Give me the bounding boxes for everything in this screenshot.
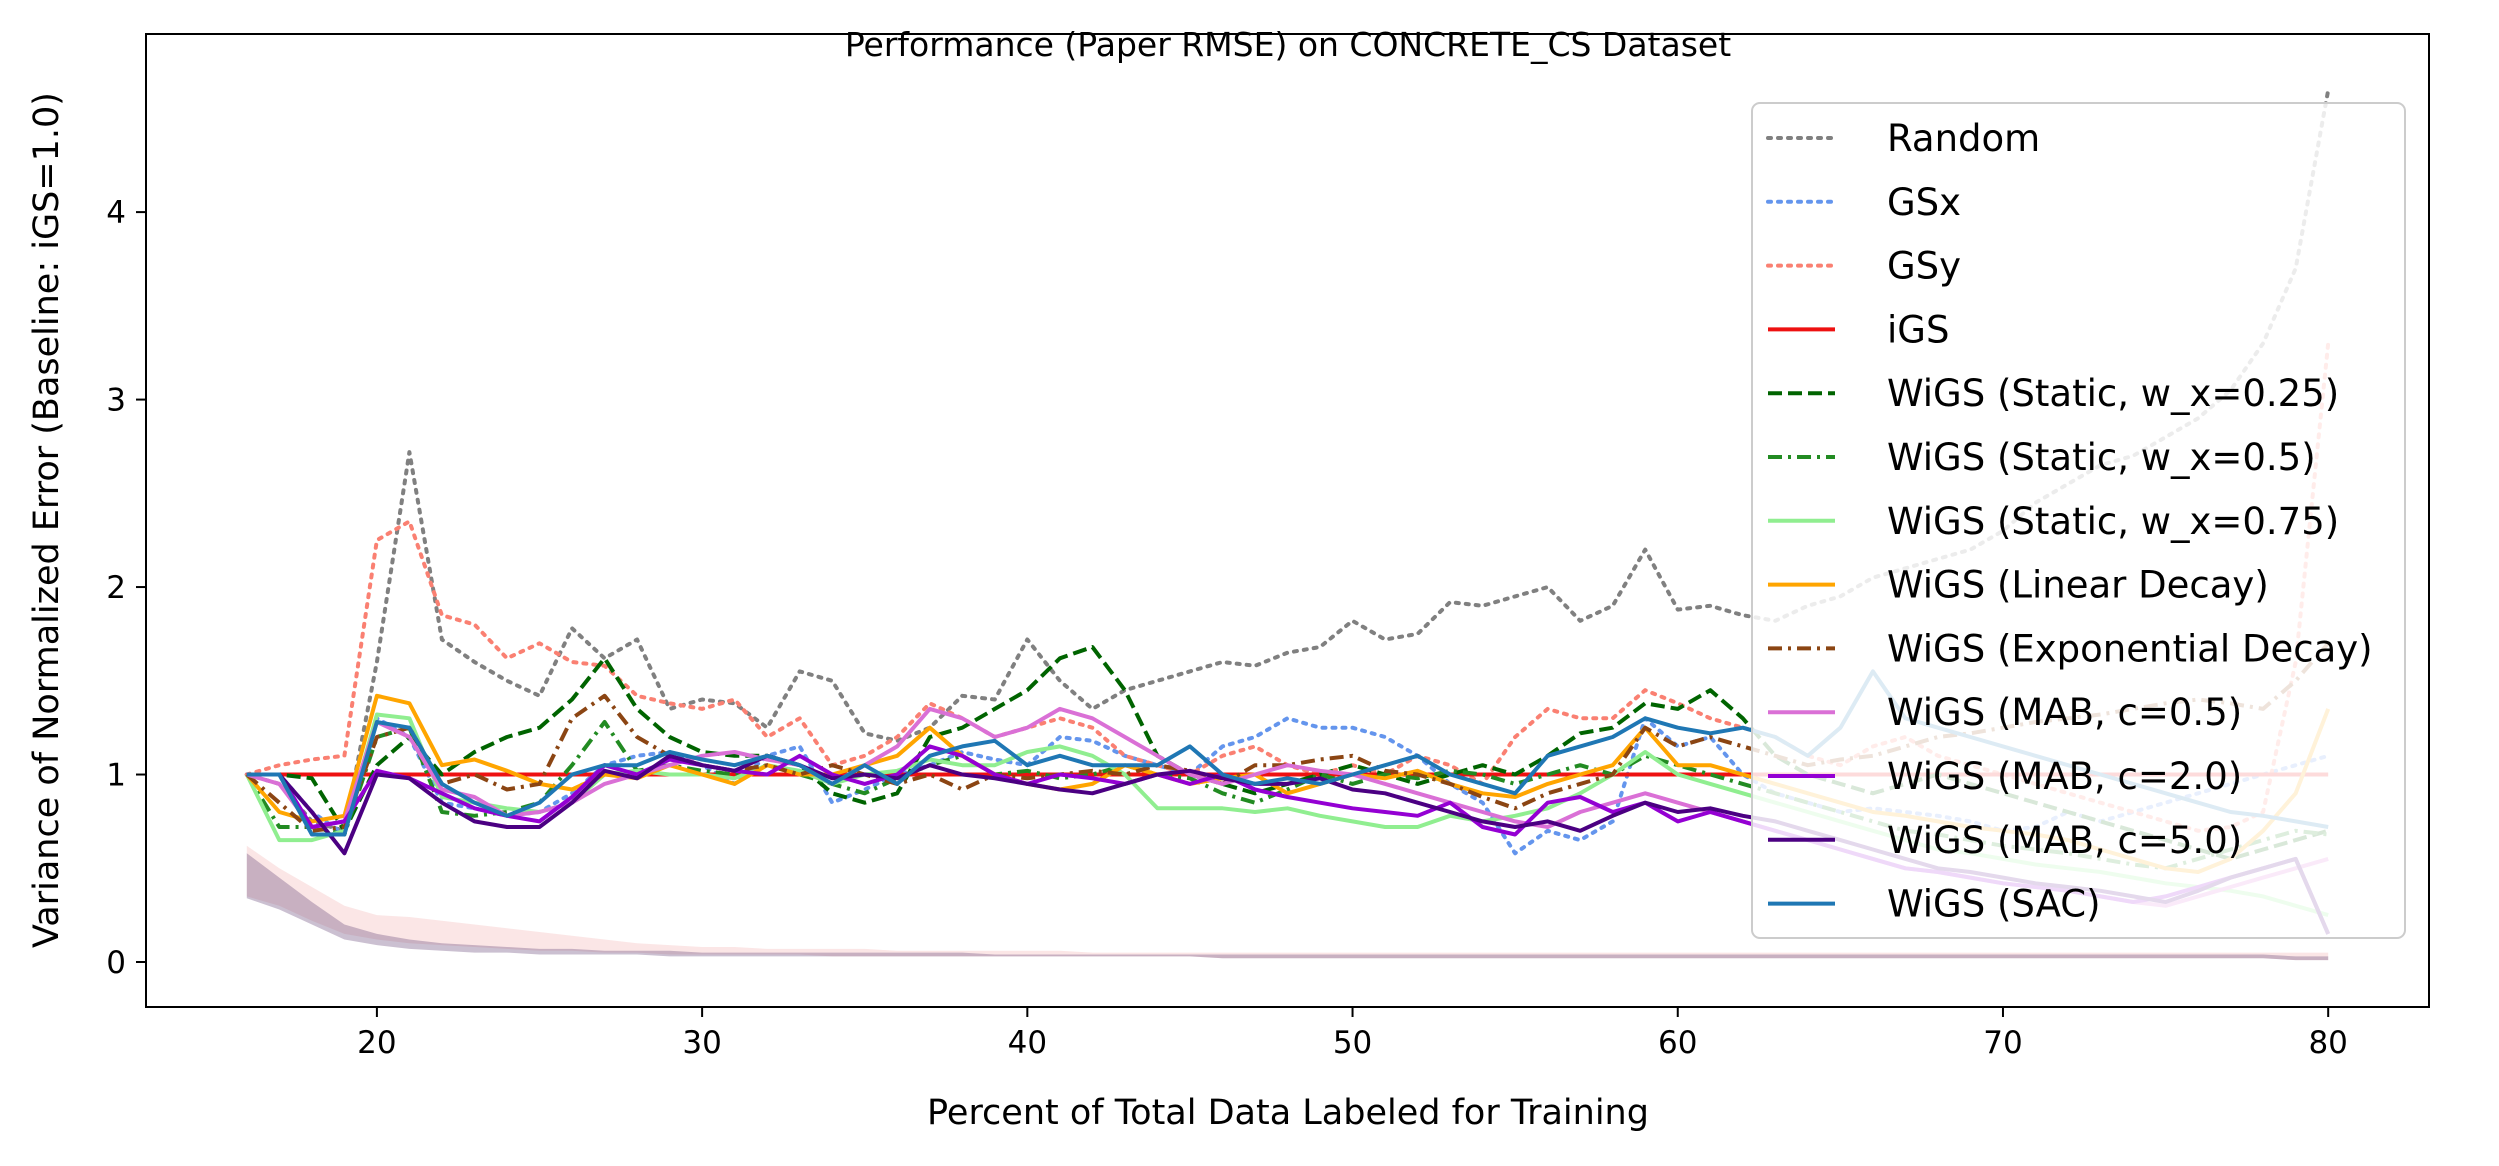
x-tick-label: 80 [2308, 1025, 2347, 1061]
legend-label: WiGS (MAB, c=5.0) [1887, 819, 2242, 862]
y-tick-label: 3 [106, 383, 126, 419]
legend-item-wigs-mab-c-5-0: WiGS (MAB, c=5.0) [1768, 819, 2242, 862]
legend-item-random: Random [1766, 117, 2040, 160]
legend-item-gsx: GSx [1766, 181, 1961, 224]
legend-item-wigs-sac: WiGS (SAC) [1768, 883, 2101, 926]
y-tick-label: 0 [106, 945, 126, 981]
legend-item-igs: iGS [1768, 308, 1949, 351]
legend-label: WiGS (SAC) [1887, 883, 2101, 926]
legend-label: WiGS (MAB, c=2.0) [1887, 755, 2242, 798]
legend-label: GSx [1887, 181, 1961, 224]
legend-item-wigs-exponential-decay: WiGS (Exponential Decay) [1768, 627, 2373, 670]
plot-frame [145, 33, 2430, 1008]
y-axis-label: Variance of Normalized Error (Baseline: … [27, 92, 67, 948]
legend-label: WiGS (Static, w_x=0.25) [1887, 372, 2339, 415]
legend-item-wigs-linear-decay: WiGS (Linear Decay) [1768, 564, 2269, 607]
x-axis-label: Percent of Total Data Labeled for Traini… [927, 1093, 1649, 1133]
x-tick-label: 50 [1333, 1025, 1372, 1061]
legend-label: WiGS (Static, w_x=0.75) [1887, 500, 2339, 543]
x-tick-label: 20 [357, 1025, 396, 1061]
legend-item-wigs-mab-c-0-5: WiGS (MAB, c=0.5) [1768, 691, 2242, 734]
x-tick-label: 30 [682, 1025, 721, 1061]
legend: Random GSx GSy iGS WiGS (Static, w_x=0.25) Wi… [1751, 102, 2406, 939]
chart-title: Performance (Paper RMSE) on CONCRETE_CS … [845, 25, 1731, 64]
legend-label: Random [1887, 117, 2040, 160]
confidence-bands [246, 845, 2329, 961]
legend-box [1751, 102, 2406, 939]
y-tick-label: 1 [106, 758, 126, 794]
band-wigs-mab-c-2-0 [246, 853, 2329, 961]
legend-item-wigs-static-w-x-0-5: WiGS (Static, w_x=0.5) [1768, 436, 2316, 479]
legend-label: WiGS (Static, w_x=0.5) [1887, 436, 2316, 479]
legend-item-wigs-static-w-x-0-25: WiGS (Static, w_x=0.25) [1768, 372, 2339, 415]
y-tick-label: 2 [106, 570, 126, 606]
legend-label: WiGS (MAB, c=0.5) [1887, 691, 2242, 734]
legend-item-wigs-mab-c-2-0: WiGS (MAB, c=2.0) [1768, 755, 2242, 798]
x-tick-label: 60 [1658, 1025, 1697, 1061]
x-axis: 20 30 40 50 60 70 80 [357, 1007, 2348, 1061]
legend-label: WiGS (Exponential Decay) [1887, 627, 2373, 670]
y-tick-label: 4 [106, 195, 126, 231]
legend-label: GSy [1887, 245, 1961, 288]
x-tick-label: 40 [1008, 1025, 1047, 1061]
y-axis: 0 1 2 3 4 [106, 195, 146, 981]
legend-label: WiGS (Linear Decay) [1887, 564, 2269, 607]
series-line-wigs-static-w-x-0-5 [245, 720, 2329, 871]
x-tick-label: 70 [1983, 1025, 2022, 1061]
legend-label: iGS [1887, 308, 1949, 351]
legend-item-gsy: GSy [1766, 245, 1961, 288]
legend-item-wigs-static-w-x-0-75: WiGS (Static, w_x=0.75) [1768, 500, 2339, 543]
